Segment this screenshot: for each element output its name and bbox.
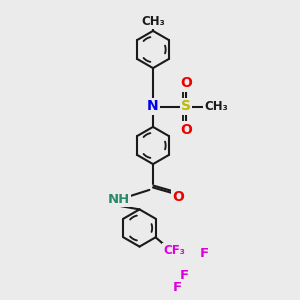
Text: O: O [180,123,192,136]
Text: S: S [181,100,191,113]
Text: F: F [179,269,188,282]
Text: CF₃: CF₃ [163,244,185,257]
Text: N: N [147,100,159,113]
Text: O: O [180,76,192,90]
Text: CH₃: CH₃ [141,15,165,28]
Text: CH₃: CH₃ [204,100,228,113]
Text: NH: NH [108,193,130,206]
Text: F: F [172,281,182,294]
Text: O: O [172,190,184,204]
Text: F: F [200,247,208,260]
